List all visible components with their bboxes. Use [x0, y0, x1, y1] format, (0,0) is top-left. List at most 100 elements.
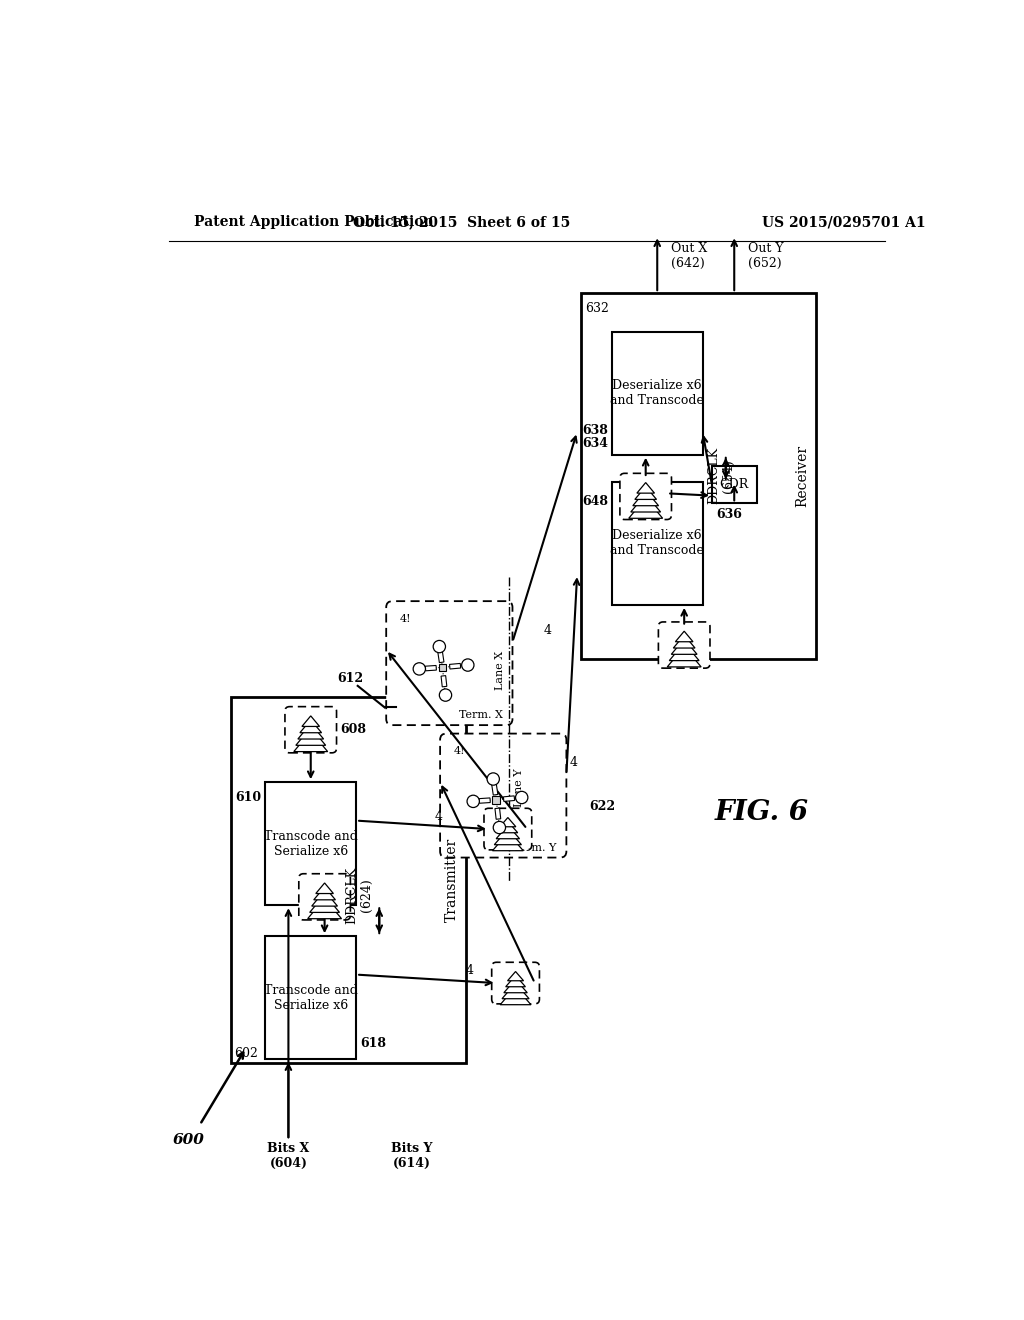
Polygon shape — [311, 891, 338, 906]
Polygon shape — [504, 979, 527, 993]
FancyBboxPatch shape — [492, 962, 540, 1003]
Polygon shape — [497, 825, 519, 838]
Text: 634: 634 — [582, 437, 608, 450]
Text: 4: 4 — [543, 624, 551, 638]
Polygon shape — [672, 639, 697, 655]
Bar — [265, 936, 356, 1059]
Text: Transmitter: Transmitter — [444, 838, 459, 921]
Polygon shape — [676, 631, 693, 642]
Text: A: A — [416, 664, 423, 673]
Text: DDRCLK
(654): DDRCLK (654) — [708, 447, 735, 504]
Circle shape — [439, 689, 452, 701]
Polygon shape — [296, 727, 326, 746]
Text: Lane Y: Lane Y — [514, 768, 523, 807]
FancyBboxPatch shape — [386, 601, 512, 725]
Polygon shape — [674, 635, 695, 648]
FancyBboxPatch shape — [299, 874, 350, 920]
Text: 648: 648 — [582, 495, 608, 508]
Circle shape — [413, 663, 425, 675]
Text: 4: 4 — [570, 756, 579, 770]
Text: D: D — [489, 775, 498, 784]
Polygon shape — [506, 975, 525, 987]
Text: Deserialize x6
and Transcode: Deserialize x6 and Transcode — [610, 529, 705, 557]
Polygon shape — [633, 490, 658, 506]
Polygon shape — [300, 719, 322, 733]
Text: A: A — [470, 797, 477, 805]
FancyBboxPatch shape — [484, 808, 531, 850]
Text: Deserialize x6
and Transcode: Deserialize x6 and Transcode — [610, 379, 705, 408]
Polygon shape — [495, 829, 521, 845]
Text: 632: 632 — [585, 302, 608, 315]
Text: Oct. 15, 2015  Sheet 6 of 15: Oct. 15, 2015 Sheet 6 of 15 — [353, 215, 570, 230]
Circle shape — [467, 795, 479, 808]
Polygon shape — [298, 723, 324, 739]
Text: 618: 618 — [360, 1038, 386, 1051]
Text: Bits Y
(614): Bits Y (614) — [391, 1142, 432, 1170]
Bar — [581, 293, 816, 659]
Bar — [611, 331, 702, 455]
Polygon shape — [500, 817, 516, 826]
Text: 608: 608 — [340, 723, 366, 737]
Polygon shape — [309, 895, 340, 912]
Text: 600: 600 — [172, 1133, 204, 1147]
FancyBboxPatch shape — [492, 784, 498, 795]
Polygon shape — [670, 643, 699, 660]
Circle shape — [494, 821, 506, 834]
Text: B: B — [442, 690, 450, 700]
Text: CDR: CDR — [720, 478, 749, 491]
FancyBboxPatch shape — [438, 651, 444, 663]
Polygon shape — [315, 883, 334, 894]
Polygon shape — [629, 498, 663, 519]
FancyBboxPatch shape — [285, 706, 337, 752]
Text: Receiver: Receiver — [795, 445, 809, 507]
Polygon shape — [508, 972, 523, 981]
Polygon shape — [635, 487, 656, 499]
Polygon shape — [502, 983, 529, 999]
Text: Term. X: Term. X — [459, 710, 503, 721]
Polygon shape — [637, 483, 654, 494]
Text: 610: 610 — [236, 791, 261, 804]
Polygon shape — [294, 731, 328, 751]
Circle shape — [515, 792, 528, 804]
Polygon shape — [668, 647, 701, 667]
Text: D: D — [435, 642, 443, 651]
Polygon shape — [631, 494, 660, 512]
Text: Patent Application Publication: Patent Application Publication — [194, 215, 433, 230]
Polygon shape — [313, 887, 336, 900]
Text: Transcode and
Serialize x6: Transcode and Serialize x6 — [264, 983, 357, 1011]
Circle shape — [487, 774, 500, 785]
Circle shape — [433, 640, 445, 653]
Text: 4: 4 — [465, 964, 473, 977]
Text: FIG. 6: FIG. 6 — [715, 800, 809, 826]
Text: C: C — [464, 660, 471, 669]
Polygon shape — [307, 899, 342, 919]
Text: Bits X
(604): Bits X (604) — [267, 1142, 309, 1170]
FancyBboxPatch shape — [495, 808, 501, 820]
FancyBboxPatch shape — [620, 474, 672, 520]
Text: Term. Y: Term. Y — [513, 842, 556, 853]
FancyBboxPatch shape — [504, 796, 515, 801]
Bar — [611, 482, 702, 605]
Polygon shape — [498, 821, 518, 833]
Text: B: B — [496, 824, 503, 832]
Polygon shape — [500, 987, 531, 1005]
FancyBboxPatch shape — [441, 676, 446, 686]
FancyBboxPatch shape — [479, 797, 490, 804]
Text: 4!: 4! — [400, 614, 412, 624]
Text: Out Y
(652): Out Y (652) — [749, 242, 783, 271]
Text: Transcode and
Serialize x6: Transcode and Serialize x6 — [264, 830, 357, 858]
Text: 602: 602 — [234, 1047, 258, 1060]
Bar — [438, 664, 446, 671]
FancyBboxPatch shape — [658, 622, 710, 668]
Text: Lane X: Lane X — [496, 651, 505, 690]
Polygon shape — [493, 833, 523, 850]
Text: DDRCLK
(624): DDRCLK (624) — [345, 867, 374, 924]
FancyBboxPatch shape — [425, 665, 436, 671]
Bar — [493, 796, 500, 804]
Text: 622: 622 — [590, 800, 615, 813]
Circle shape — [462, 659, 474, 671]
Text: 4: 4 — [434, 810, 442, 824]
Text: 4!: 4! — [454, 746, 466, 756]
Text: Out X
(642): Out X (642) — [671, 242, 708, 271]
Text: 612: 612 — [337, 672, 364, 685]
